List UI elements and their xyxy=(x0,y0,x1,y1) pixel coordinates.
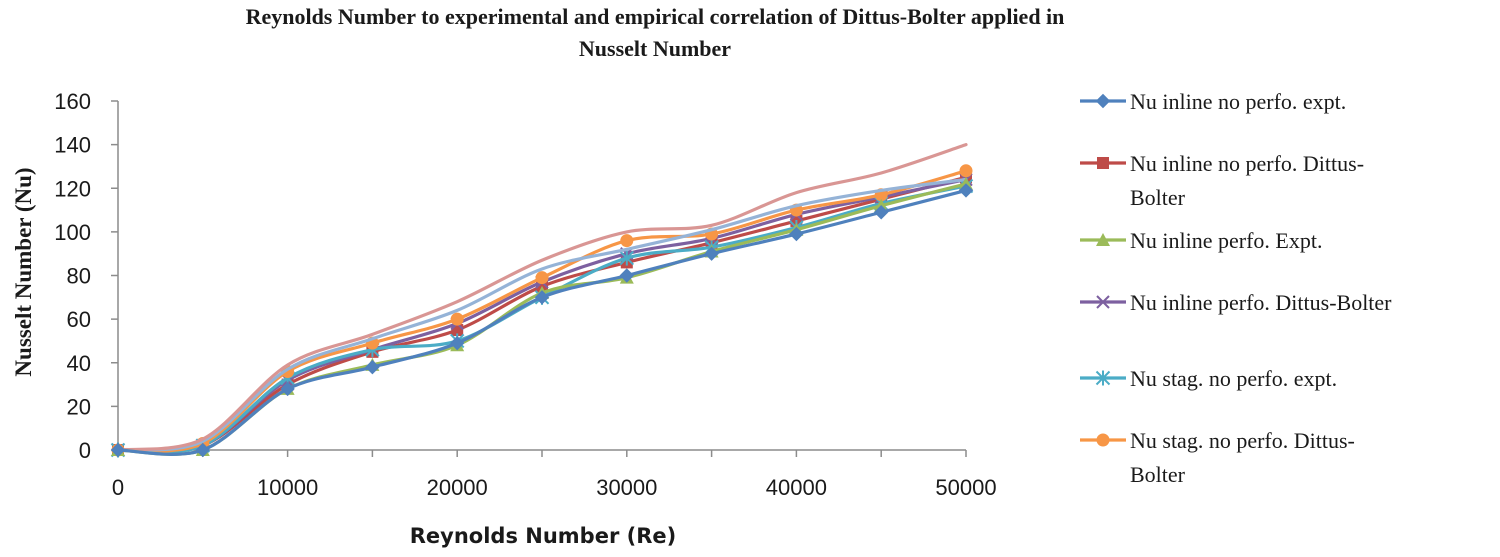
data-point xyxy=(704,246,719,261)
legend-label: Bolter xyxy=(1130,462,1186,487)
legend-marker xyxy=(1096,433,1110,447)
x-tick-label: 40000 xyxy=(766,475,827,500)
series-nu-stag-perfo-expt xyxy=(116,177,968,452)
legend-label: Nu inline no perfo. Dittus- xyxy=(1130,151,1364,176)
y-tick-label: 40 xyxy=(67,351,91,376)
series-line-nu-stag-no-perfo-expt xyxy=(116,184,968,454)
y-axis-label: Nusselt Number (Nu) xyxy=(11,167,36,376)
legend-item-nu-inline-perfo-dittus-bolter: Nu inline perfo. Dittus-Bolter xyxy=(1080,290,1392,315)
data-point xyxy=(959,164,973,178)
data-point xyxy=(873,205,889,220)
series-line-nu-stag-perfo-expt xyxy=(116,177,968,452)
legend-marker xyxy=(1096,233,1110,246)
x-tick-label: 30000 xyxy=(596,475,657,500)
x-tick-label: 10000 xyxy=(257,475,318,500)
legend-label: Nu inline no perfo. expt. xyxy=(1130,89,1346,114)
legend-marker xyxy=(1097,157,1109,169)
legend-item-nu-inline-no-perfo-expt: Nu inline no perfo. expt. xyxy=(1080,89,1346,114)
data-point xyxy=(619,268,635,283)
y-tick-label: 0 xyxy=(79,438,91,463)
series-nu-inline-no-perfo-expt xyxy=(110,183,974,458)
series-line-nu-stag-perfo-dittus-bolter xyxy=(116,143,968,452)
data-point xyxy=(110,442,126,458)
y-tick-label: 140 xyxy=(54,133,91,158)
legend-label: Nu stag. no perfo. Dittus- xyxy=(1130,428,1355,453)
legend-label: Nu inline perfo. Expt. xyxy=(1130,228,1322,253)
y-tick-label: 160 xyxy=(54,89,91,114)
legend: Nu inline no perfo. expt. Nu inline no pe… xyxy=(1080,89,1392,487)
y-tick-label: 80 xyxy=(67,264,91,289)
data-point xyxy=(195,442,211,458)
data-point xyxy=(958,183,974,198)
data-point xyxy=(280,381,295,397)
legend-item-nu-stag-no-perfo-expt: Nu stag. no perfo. expt. xyxy=(1080,366,1337,391)
legend-marker xyxy=(1096,295,1110,309)
series-nu-stag-perfo-dittus-bolter xyxy=(116,143,968,452)
data-point xyxy=(620,234,634,248)
legend-marker xyxy=(1095,370,1111,386)
series-line-nu-stag-no-perfo-dittus-bolter xyxy=(116,169,968,453)
data-point xyxy=(450,312,464,326)
legend-label: Nu stag. no perfo. expt. xyxy=(1130,366,1337,391)
x-axis-label: Reynolds Number (Re) xyxy=(410,524,676,548)
legend-marker xyxy=(1095,93,1111,109)
series-nu-stag-no-perfo-expt xyxy=(110,178,974,458)
legend-item-nu-stag-no-perfo-dittus-bolter: Nu stag. no perfo. Dittus- Bolter xyxy=(1080,428,1355,487)
data-point xyxy=(619,250,635,266)
chart-title: Reynolds Number to experimental and empi… xyxy=(246,4,1065,61)
axes: 0 20 40 60 80 100 120 140 160 0 10000 20000 30000 400… xyxy=(11,89,997,548)
chart-title-line: Nusselt Number xyxy=(579,36,731,61)
series-lines xyxy=(110,143,974,458)
data-point xyxy=(534,290,550,305)
data-point xyxy=(535,271,549,285)
data-point xyxy=(789,226,804,242)
x-tick-label: 20000 xyxy=(427,475,488,500)
chart-title-line: Reynolds Number to experimental and empi… xyxy=(246,4,1065,29)
legend-label: Bolter xyxy=(1130,185,1186,210)
y-tick-label: 20 xyxy=(67,394,91,419)
legend-label: Nu inline perfo. Dittus-Bolter xyxy=(1130,290,1392,315)
x-tick-label: 0 xyxy=(112,475,124,500)
legend-item-nu-inline-no-perfo-dittus-bolter: Nu inline no perfo. Dittus- Bolter xyxy=(1080,151,1364,210)
data-point xyxy=(365,359,380,375)
data-point xyxy=(449,335,465,351)
y-tick-label: 100 xyxy=(54,220,91,245)
y-tick-label: 60 xyxy=(67,307,91,332)
x-tick-label: 50000 xyxy=(935,475,996,500)
legend-item-nu-inline-perfo-expt: Nu inline perfo. Expt. xyxy=(1080,228,1322,253)
y-tick-label: 120 xyxy=(54,176,91,201)
